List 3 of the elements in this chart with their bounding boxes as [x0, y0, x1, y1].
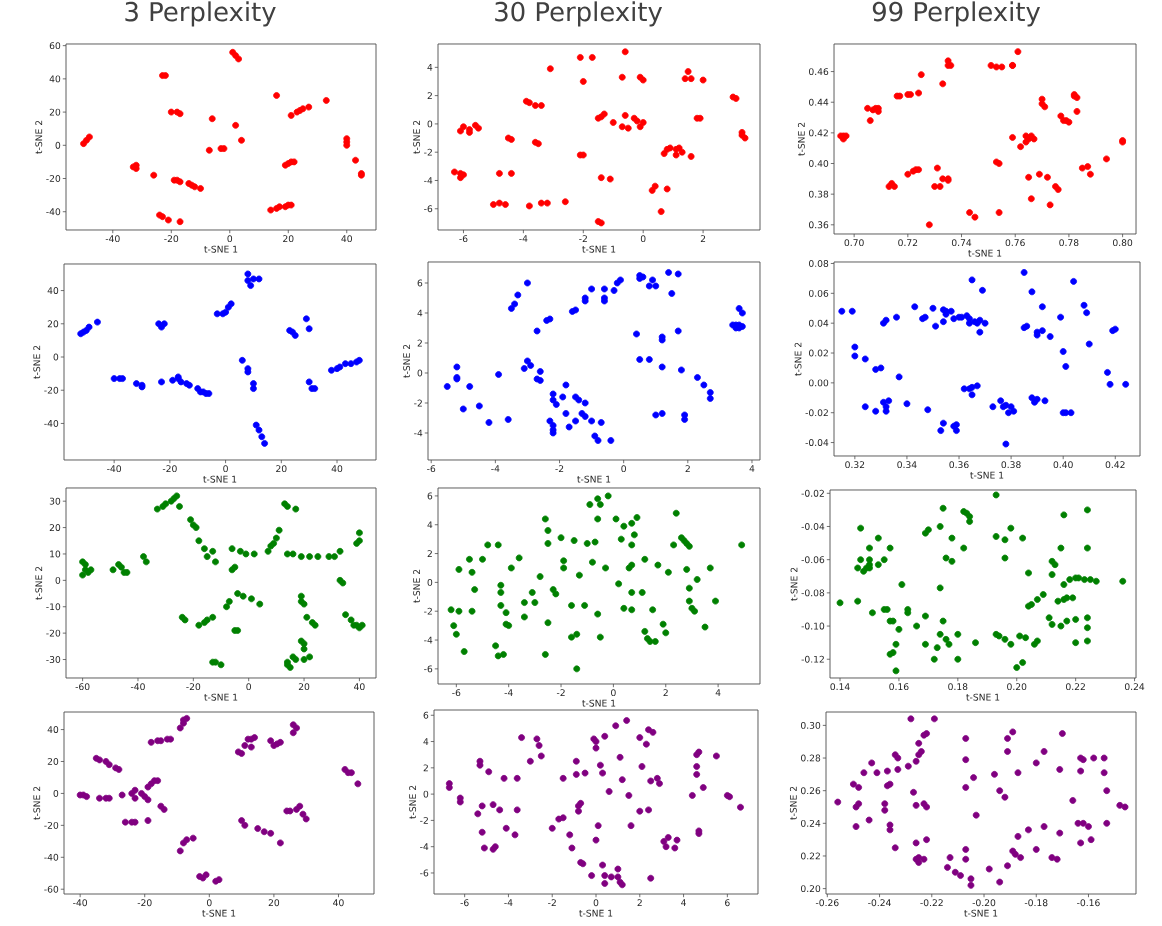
chart-title: 99 Perplexity [872, 1, 1041, 27]
chart-title: 3 Perplexity [125, 1, 276, 27]
chart-title: 30 Perplexity [495, 1, 663, 27]
